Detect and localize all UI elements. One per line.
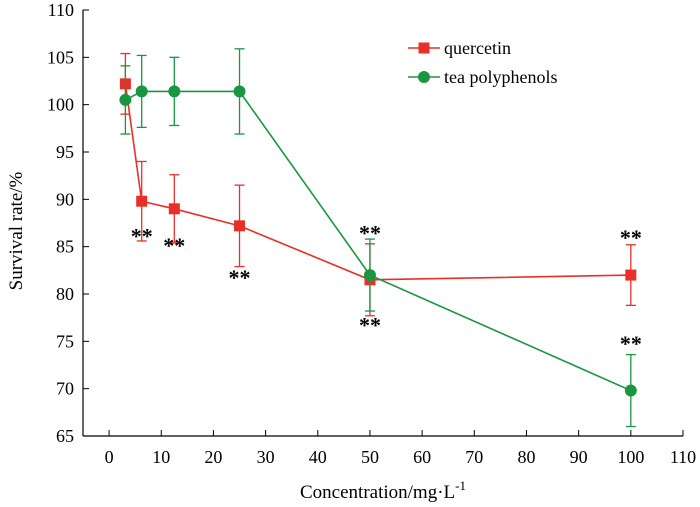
series-line bbox=[124, 83, 631, 281]
x-tick-label: 100 bbox=[617, 447, 644, 467]
data-point bbox=[234, 220, 246, 232]
y-tick-label: 90 bbox=[56, 189, 74, 209]
data-point bbox=[233, 85, 246, 98]
x-tick-label: 10 bbox=[152, 447, 170, 467]
x-tick-label: 60 bbox=[413, 447, 431, 467]
y-tick-label: 105 bbox=[47, 47, 74, 67]
y-tick-label: 80 bbox=[56, 284, 74, 304]
data-point bbox=[135, 85, 148, 98]
y-tick-label: 100 bbox=[47, 95, 74, 115]
x-tick-label: 0 bbox=[105, 447, 114, 467]
data-point bbox=[168, 85, 181, 98]
x-tick-label: 110 bbox=[670, 447, 696, 467]
series-tea-polyphenols bbox=[119, 48, 637, 428]
y-tick-label: 75 bbox=[56, 331, 74, 351]
y-axis-title: Survival rate/% bbox=[6, 171, 27, 290]
significance-marker: ** bbox=[620, 331, 642, 356]
x-axis-title-main: Concentration/mg·L bbox=[300, 482, 455, 503]
x-tick-label: 90 bbox=[570, 447, 588, 467]
y-tick-label: 65 bbox=[56, 426, 74, 446]
x-tick-label: 30 bbox=[257, 447, 275, 467]
x-tick-label: 80 bbox=[517, 447, 535, 467]
legend-item: tea polyphenols bbox=[408, 67, 557, 87]
significance-marker: ** bbox=[620, 225, 642, 250]
legend-marker bbox=[418, 42, 430, 54]
data-point bbox=[624, 384, 637, 397]
data-point bbox=[168, 203, 180, 215]
legend: quercetin tea polyphenols bbox=[408, 38, 557, 87]
series-layer bbox=[119, 48, 637, 428]
data-point bbox=[136, 195, 148, 207]
x-tick-label: 70 bbox=[465, 447, 483, 467]
y-tick-label: 85 bbox=[56, 237, 74, 257]
significance-marker: ** bbox=[229, 265, 251, 290]
data-point bbox=[625, 269, 637, 281]
y-tick-label: 95 bbox=[56, 142, 74, 162]
data-point bbox=[363, 269, 376, 282]
y-tick-label: 110 bbox=[48, 0, 74, 20]
significance-marker: ** bbox=[131, 223, 153, 248]
x-tick-label: 40 bbox=[309, 447, 327, 467]
significance-marker: ** bbox=[359, 312, 381, 337]
y-tick-label: 70 bbox=[56, 379, 74, 399]
axes: 65 70 75 80 85 90 95 100 105 110 0 10 20 30 40 50 60 70 80… bbox=[47, 0, 696, 467]
x-axis-title-superscript: -1 bbox=[455, 478, 466, 493]
series-quercetin bbox=[119, 52, 637, 317]
legend-item: quercetin bbox=[408, 38, 511, 58]
data-point bbox=[119, 93, 132, 106]
x-tick-label: 20 bbox=[204, 447, 222, 467]
legend-label: quercetin bbox=[444, 38, 511, 58]
legend-label: tea polyphenols bbox=[444, 67, 557, 87]
legend-marker bbox=[418, 71, 430, 83]
significance-marker: ** bbox=[359, 220, 381, 245]
x-tick-label: 50 bbox=[361, 447, 379, 467]
annotation-layer: ** ** ** ** ** ** ** bbox=[131, 220, 642, 356]
significance-marker: ** bbox=[163, 233, 185, 258]
x-axis-title: Concentration/mg·L-1 bbox=[300, 478, 466, 503]
